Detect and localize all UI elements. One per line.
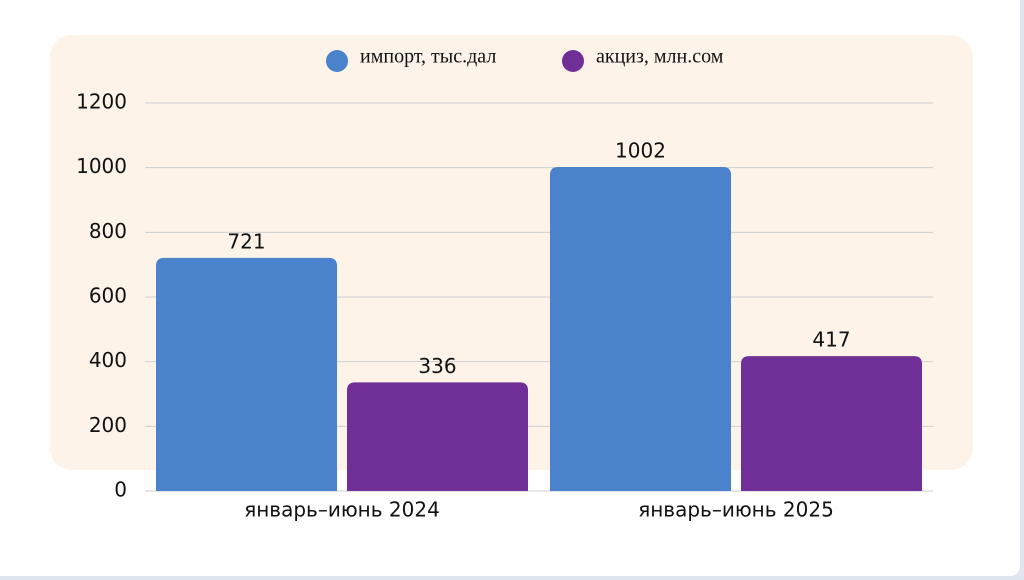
legend-label: акциз, млн.сом — [596, 46, 724, 68]
x-tick-label: январь–июнь 2025 — [638, 498, 834, 522]
bar — [550, 167, 731, 491]
bar — [741, 356, 922, 491]
x-tick-label: январь–июнь 2024 — [244, 498, 440, 522]
y-tick-label: 600 — [89, 284, 127, 308]
data-label: 336 — [418, 354, 456, 378]
y-tick-label: 1200 — [76, 90, 127, 114]
legend-marker — [326, 50, 348, 72]
data-label: 721 — [227, 229, 265, 253]
legend-label: импорт, тыс.дал — [360, 46, 496, 68]
bar — [156, 257, 337, 491]
y-tick-label: 1000 — [76, 154, 127, 178]
data-label: 417 — [812, 328, 850, 352]
y-tick-label: 200 — [89, 413, 127, 437]
data-label: 1002 — [615, 139, 666, 163]
y-tick-label: 400 — [89, 348, 127, 372]
y-tick-label: 800 — [89, 219, 127, 243]
y-tick-label: 0 — [114, 478, 127, 502]
bar — [347, 382, 528, 491]
legend-marker — [562, 50, 584, 72]
